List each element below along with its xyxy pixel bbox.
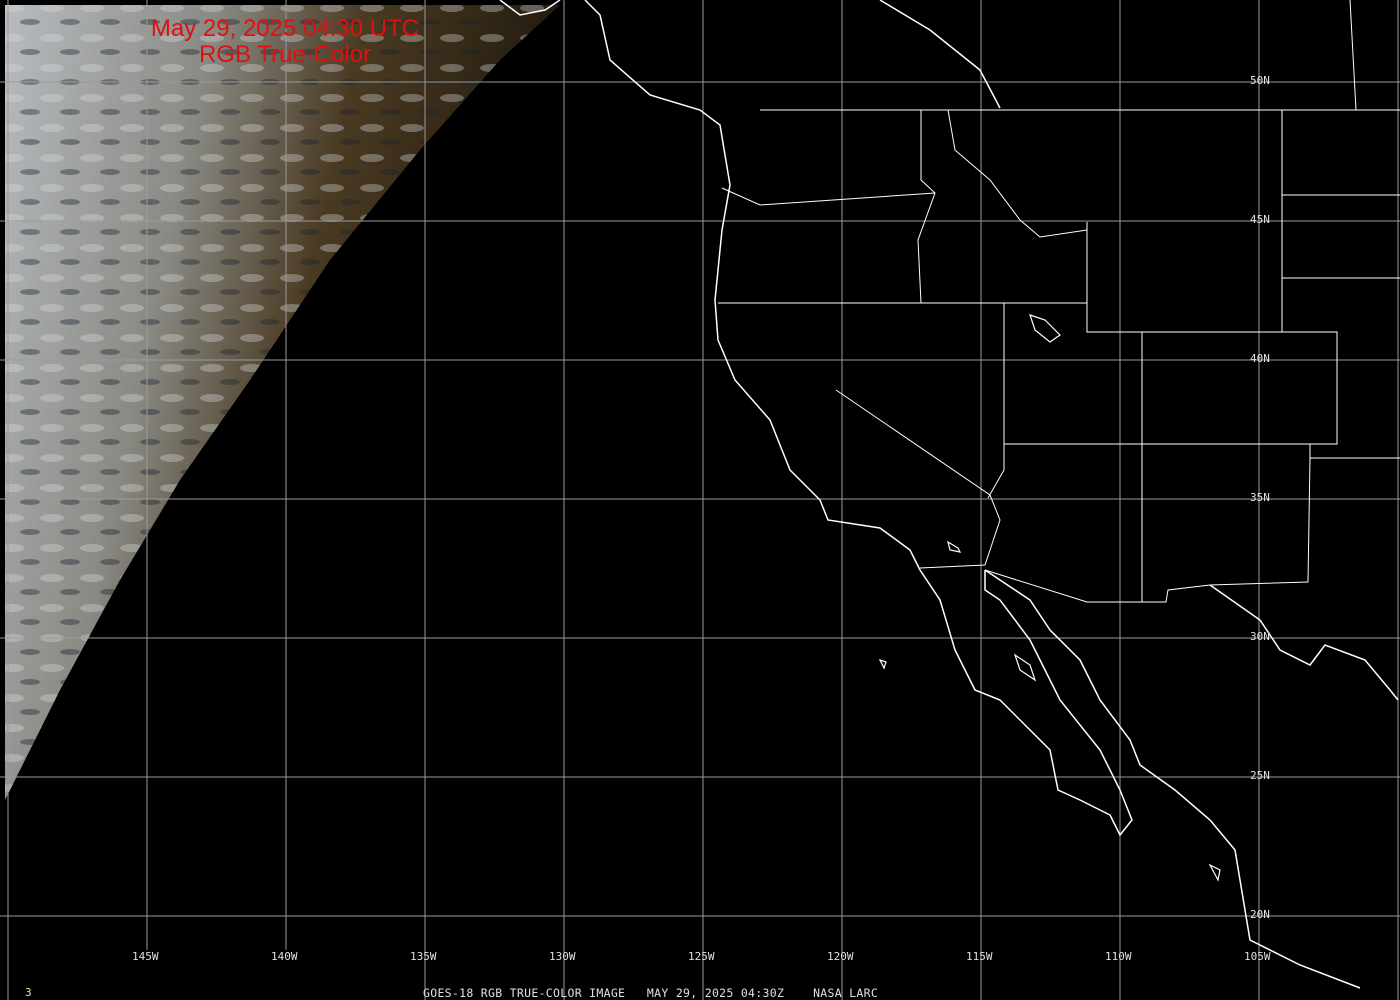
lat-label: 50N [1250, 74, 1270, 87]
lat-label: 45N [1250, 213, 1270, 226]
lat-label: 25N [1250, 769, 1270, 782]
lon-label: 115W [966, 950, 993, 963]
overlay-title-date: May 29, 2025 04:30 UTC [150, 15, 420, 42]
image-caption: GOES-18 RGB TRUE-COLOR IMAGE MAY 29, 202… [423, 986, 879, 1000]
lat-label: 30N [1250, 630, 1270, 643]
lon-label: 130W [549, 950, 576, 963]
coastlines [499, 0, 1399, 989]
lon-label: 110W [1105, 950, 1132, 963]
lon-label: 145W [132, 950, 159, 963]
lon-label: 120W [827, 950, 854, 963]
frame-number: 3 [25, 986, 32, 999]
lat-label: 20N [1250, 908, 1270, 921]
lakes-islands [878, 314, 1221, 882]
lat-label: 40N [1250, 352, 1270, 365]
lon-label: 105W [1244, 950, 1271, 963]
lon-label: 140W [271, 950, 298, 963]
lat-label: 35N [1250, 491, 1270, 504]
political-borders [718, 0, 1400, 603]
cloud-texture [5, 5, 560, 800]
lon-label: 135W [410, 950, 437, 963]
lon-label: 125W [688, 950, 715, 963]
overlay-title-product: RGB True-Color [198, 41, 372, 68]
